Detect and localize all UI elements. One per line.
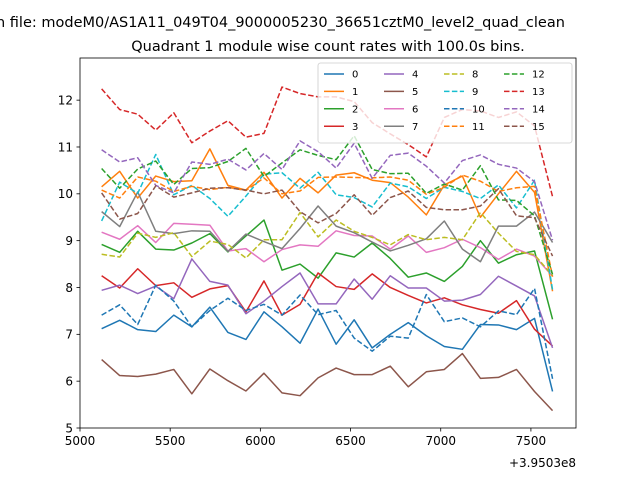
legend-label-12: 12 bbox=[532, 70, 545, 81]
legend-label-1: 1 bbox=[352, 87, 358, 98]
legend-label-0: 0 bbox=[352, 70, 358, 81]
x-tick-label: 6000 bbox=[245, 434, 276, 448]
y-axis: 5 6 7 8 9 10 11 12 bbox=[58, 93, 80, 435]
y-tick-label: 5 bbox=[65, 421, 73, 435]
legend-label-5: 5 bbox=[412, 87, 418, 98]
x-tick-label: 6500 bbox=[335, 434, 366, 448]
legend-label-7: 7 bbox=[412, 122, 418, 133]
y-tick-label: 11 bbox=[58, 140, 73, 154]
legend-label-4: 4 bbox=[412, 70, 418, 81]
legend-label-3: 3 bbox=[352, 122, 358, 133]
x-tick-label: 7500 bbox=[516, 434, 547, 448]
series-line-15 bbox=[101, 185, 554, 257]
series-line-3 bbox=[101, 268, 554, 347]
y-tick-label: 10 bbox=[58, 187, 73, 201]
series-layer bbox=[100, 86, 554, 412]
series-line-10 bbox=[101, 284, 554, 379]
legend-frame bbox=[317, 62, 573, 144]
y-tick-label: 12 bbox=[58, 93, 73, 107]
legend-label-6: 6 bbox=[412, 104, 418, 115]
y-tick-label: 7 bbox=[65, 328, 73, 342]
y-tick-label: 9 bbox=[65, 234, 73, 248]
x-tick-label: 5500 bbox=[155, 434, 186, 448]
series-line-0 bbox=[101, 306, 554, 392]
legend-label-9: 9 bbox=[472, 87, 478, 98]
legend-label-14: 14 bbox=[532, 104, 545, 115]
series-line-14 bbox=[101, 140, 554, 241]
legend-label-10: 10 bbox=[472, 104, 485, 115]
legend-label-11: 11 bbox=[472, 122, 485, 133]
series-line-11 bbox=[101, 174, 554, 277]
series-line-9 bbox=[100, 153, 554, 290]
legend-label-15: 15 bbox=[532, 122, 545, 133]
series-line-7 bbox=[101, 191, 554, 263]
figure-suptitle: n file: modeM0/AS1A11_049T04_9000005230_… bbox=[0, 15, 565, 31]
plot-frame bbox=[79, 57, 577, 429]
series-line-8 bbox=[101, 211, 554, 277]
x-axis: 5000 5500 6000 6500 7000 7500 bbox=[65, 428, 546, 448]
series-line-2 bbox=[101, 219, 554, 320]
x-axis-offset-label: +3.9503e8 bbox=[509, 456, 576, 470]
series-line-4 bbox=[101, 258, 554, 349]
series-line-5 bbox=[101, 352, 554, 412]
series-line-12 bbox=[101, 135, 554, 275]
x-tick-label: 7000 bbox=[425, 434, 456, 448]
chart-title: Quadrant 1 module wise count rates with … bbox=[131, 39, 525, 55]
legend-label-2: 2 bbox=[352, 104, 358, 115]
series-line-6 bbox=[101, 222, 554, 277]
x-tick-label: 5000 bbox=[65, 434, 96, 448]
legend-label-8: 8 bbox=[472, 70, 478, 81]
y-tick-label: 8 bbox=[65, 281, 73, 295]
y-tick-label: 6 bbox=[65, 374, 73, 388]
legend-label-13: 13 bbox=[532, 87, 545, 98]
